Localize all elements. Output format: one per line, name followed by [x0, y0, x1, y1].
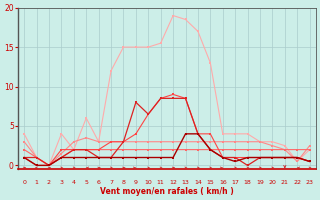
X-axis label: Vent moyen/en rafales ( km/h ): Vent moyen/en rafales ( km/h )	[100, 187, 234, 196]
